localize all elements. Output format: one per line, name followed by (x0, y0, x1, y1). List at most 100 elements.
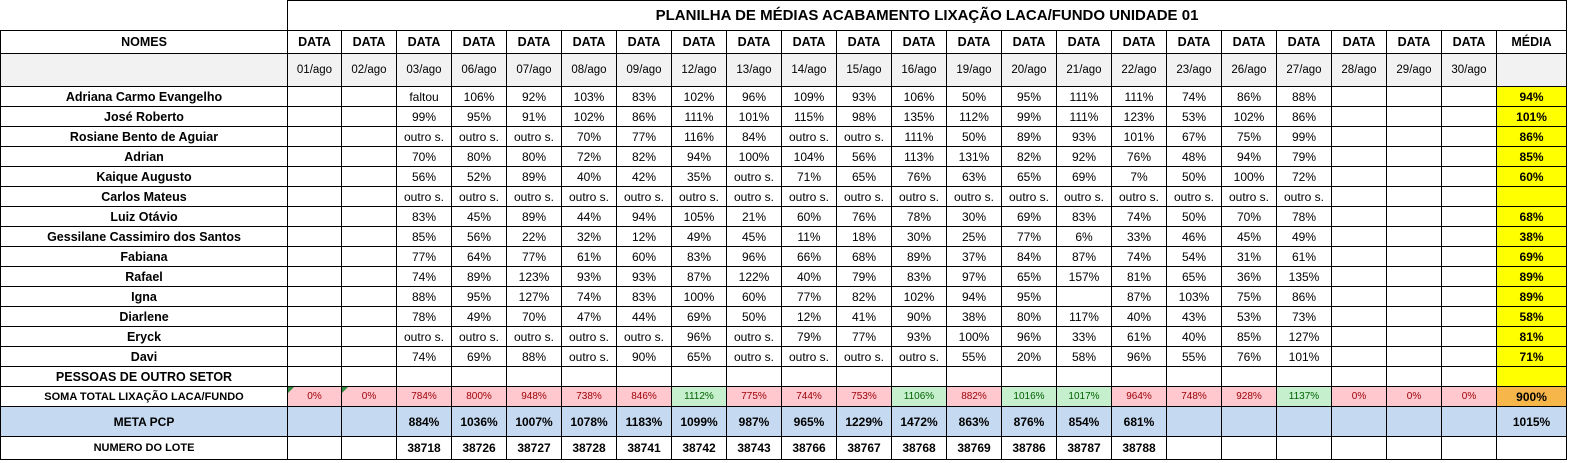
score-cell[interactable] (341, 266, 397, 287)
score-cell[interactable]: outro s. (1221, 186, 1277, 207)
score-cell[interactable]: 69% (1056, 166, 1112, 187)
score-cell[interactable]: 66% (781, 246, 837, 267)
sum-cell[interactable]: 744% (781, 386, 837, 407)
score-cell[interactable]: 102% (671, 86, 727, 107)
score-cell[interactable]: 72% (561, 146, 617, 167)
score-cell[interactable] (1441, 126, 1497, 147)
score-cell[interactable]: 18% (836, 226, 892, 247)
score-cell[interactable]: 11% (781, 226, 837, 247)
lote-cell[interactable] (1331, 436, 1387, 460)
score-cell[interactable]: 31% (1221, 246, 1277, 267)
average-cell[interactable]: 89% (1495, 266, 1568, 287)
score-cell[interactable]: 87% (1056, 246, 1112, 267)
meta-cell[interactable]: 681% (1111, 406, 1167, 437)
score-cell[interactable]: 60% (616, 246, 672, 267)
score-cell[interactable] (891, 366, 947, 387)
employee-name[interactable]: Luiz Otávio (0, 206, 288, 227)
score-cell[interactable] (1331, 186, 1387, 207)
score-cell[interactable]: outro s. (506, 126, 562, 147)
score-cell[interactable]: 77% (1001, 226, 1057, 247)
average-cell[interactable]: 85% (1495, 146, 1568, 167)
score-cell[interactable]: 92% (1056, 146, 1112, 167)
score-cell[interactable] (1331, 266, 1387, 287)
score-cell[interactable]: 123% (506, 266, 562, 287)
meta-cell[interactable]: 863% (946, 406, 1002, 437)
score-cell[interactable] (451, 366, 507, 387)
score-cell[interactable]: 49% (1276, 226, 1332, 247)
score-cell[interactable]: 82% (616, 146, 672, 167)
lote-cell[interactable]: 38766 (781, 436, 837, 460)
score-cell[interactable]: 56% (451, 226, 507, 247)
meta-cell[interactable]: 854% (1056, 406, 1112, 437)
score-cell[interactable] (726, 366, 782, 387)
score-cell[interactable]: 83% (616, 86, 672, 107)
score-cell[interactable]: 135% (891, 106, 947, 127)
score-cell[interactable]: 89% (1001, 126, 1057, 147)
employee-name[interactable]: PESSOAS DE OUTRO SETOR (0, 366, 288, 387)
score-cell[interactable]: 88% (506, 346, 562, 367)
score-cell[interactable]: 109% (781, 86, 837, 107)
score-cell[interactable]: 77% (781, 286, 837, 307)
score-cell[interactable] (671, 366, 727, 387)
score-cell[interactable]: 68% (836, 246, 892, 267)
score-cell[interactable] (1056, 366, 1112, 387)
score-cell[interactable]: 56% (836, 146, 892, 167)
score-cell[interactable]: 47% (561, 306, 617, 327)
score-cell[interactable] (1056, 286, 1112, 307)
score-cell[interactable]: 79% (1276, 146, 1332, 167)
sum-cell[interactable]: 775% (726, 386, 782, 407)
score-cell[interactable]: 45% (726, 226, 782, 247)
score-cell[interactable]: 99% (1276, 126, 1332, 147)
meta-cell[interactable]: 987% (726, 406, 782, 437)
score-cell[interactable]: 112% (946, 106, 1002, 127)
score-cell[interactable] (1386, 246, 1442, 267)
score-cell[interactable] (1386, 186, 1442, 207)
score-cell[interactable] (1001, 366, 1057, 387)
score-cell[interactable] (287, 86, 342, 107)
score-cell[interactable]: 77% (616, 126, 672, 147)
score-cell[interactable]: 70% (561, 126, 617, 147)
score-cell[interactable]: 76% (1221, 346, 1277, 367)
score-cell[interactable]: 61% (1276, 246, 1332, 267)
score-cell[interactable]: 33% (1056, 326, 1112, 347)
score-cell[interactable]: 61% (1111, 326, 1167, 347)
lote-cell[interactable] (341, 436, 397, 460)
score-cell[interactable]: 53% (1221, 306, 1277, 327)
score-cell[interactable] (1441, 326, 1497, 347)
score-cell[interactable]: 76% (891, 166, 947, 187)
score-cell[interactable] (946, 366, 1002, 387)
lote-cell[interactable] (1276, 436, 1332, 460)
score-cell[interactable]: 65% (671, 346, 727, 367)
score-cell[interactable]: 99% (396, 106, 452, 127)
sum-cell[interactable]: 1017% (1056, 386, 1112, 407)
score-cell[interactable]: 75% (1221, 286, 1277, 307)
score-cell[interactable] (341, 166, 397, 187)
score-cell[interactable]: faltou (396, 86, 452, 107)
score-cell[interactable]: 12% (781, 306, 837, 327)
score-cell[interactable]: 6% (1056, 226, 1112, 247)
score-cell[interactable]: outro s. (561, 186, 617, 207)
score-cell[interactable]: 40% (1111, 306, 1167, 327)
score-cell[interactable]: 93% (1056, 126, 1112, 147)
lote-cell[interactable]: 38728 (561, 436, 617, 460)
lote-average-cell[interactable] (1495, 436, 1568, 460)
score-cell[interactable]: 100% (1221, 166, 1277, 187)
score-cell[interactable]: 12% (616, 226, 672, 247)
meta-cell[interactable]: 1078% (561, 406, 617, 437)
score-cell[interactable] (1441, 266, 1497, 287)
score-cell[interactable] (1441, 246, 1497, 267)
score-cell[interactable] (1386, 146, 1442, 167)
sum-cell[interactable]: 964% (1111, 386, 1167, 407)
score-cell[interactable]: 93% (891, 326, 947, 347)
score-cell[interactable]: 157% (1056, 266, 1112, 287)
meta-cell[interactable]: 965% (781, 406, 837, 437)
score-cell[interactable]: 69% (451, 346, 507, 367)
average-cell[interactable]: 68% (1495, 206, 1568, 227)
lote-cell[interactable]: 38768 (891, 436, 947, 460)
score-cell[interactable] (1386, 86, 1442, 107)
score-cell[interactable]: 56% (396, 166, 452, 187)
lote-cell[interactable] (1441, 436, 1497, 460)
meta-cell[interactable] (1221, 406, 1277, 437)
score-cell[interactable]: 45% (451, 206, 507, 227)
meta-cell[interactable]: 884% (396, 406, 452, 437)
